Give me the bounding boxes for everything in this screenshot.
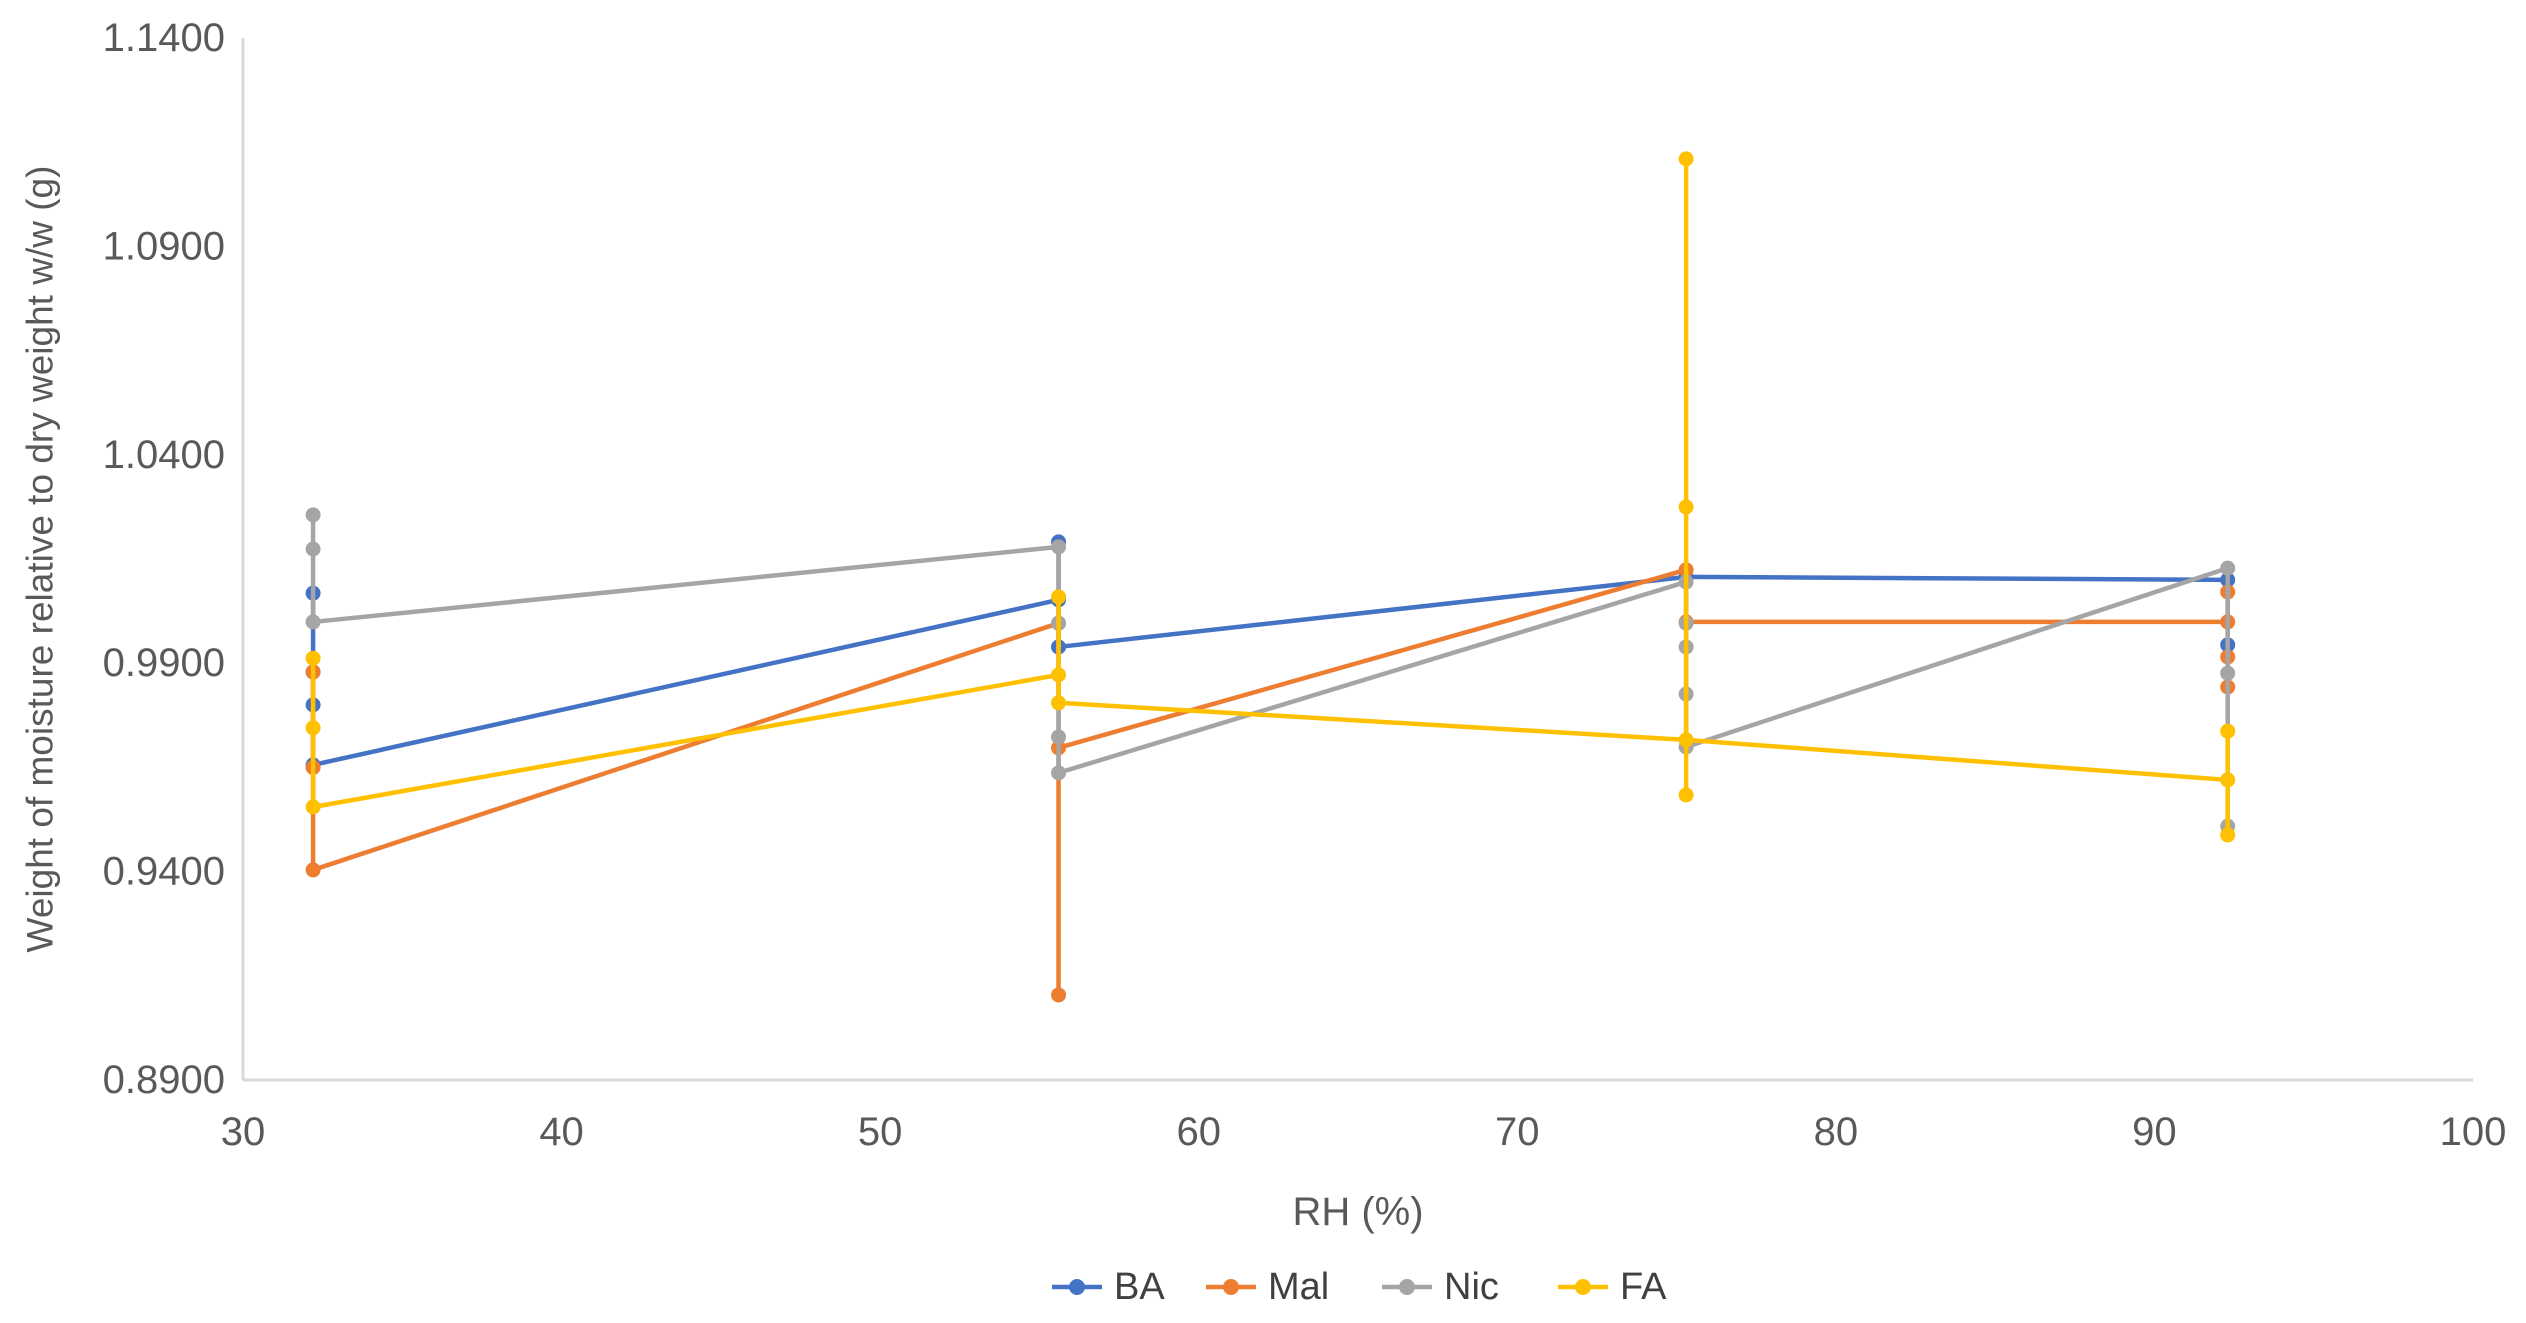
x-tick-label: 40 <box>539 1110 584 1154</box>
y-axis-title: Weight of moisture relative to dry weigh… <box>20 166 61 953</box>
series-Mal <box>305 562 2236 1003</box>
legend: BA Mal Nic FA <box>1052 1266 1667 1308</box>
axes <box>241 38 2473 1082</box>
series-BA-segment <box>1056 574 1689 650</box>
legend-label-Nic: Nic <box>1444 1266 1499 1308</box>
data-point-FA <box>1051 695 1067 711</box>
y-tick-label: 1.1400 <box>103 16 225 60</box>
legend-label-Mal: Mal <box>1268 1266 1329 1308</box>
x-tick-labels: 30 40 50 60 70 80 90 100 <box>221 1110 2507 1154</box>
data-point-FA <box>2220 772 2236 788</box>
data-point-Nic <box>1051 765 1067 781</box>
legend-label-FA: FA <box>1620 1266 1667 1308</box>
data-point-Nic <box>1051 539 1067 555</box>
data-point-Mal <box>1051 987 1067 1003</box>
legend-item-BA: BA <box>1052 1266 1165 1308</box>
y-tick-label: 1.0900 <box>103 224 225 268</box>
series-Nic-segment <box>1683 565 2230 750</box>
data-point-FA <box>1678 151 1694 167</box>
series-FA-segment <box>1056 700 1689 743</box>
legend-marker-FA <box>1575 1279 1591 1295</box>
data-point-FA <box>2220 827 2236 843</box>
x-tick-label: 100 <box>2440 1110 2507 1154</box>
data-point-FA <box>305 799 321 815</box>
data-point-Mal <box>305 862 321 878</box>
y-tick-labels: 1.1400 1.0900 1.0400 0.9900 0.9400 0.8900 <box>103 16 225 1102</box>
legend-marker-BA <box>1069 1279 1085 1295</box>
y-tick-label: 0.9900 <box>103 641 225 685</box>
data-point-FA <box>305 650 321 666</box>
data-point-Nic <box>305 614 321 630</box>
legend-item-Mal: Mal <box>1206 1266 1329 1308</box>
y-tick-label: 0.8900 <box>103 1058 225 1102</box>
series-Mal-segment <box>310 620 1061 873</box>
data-point-Nic <box>2220 665 2236 681</box>
x-tick-label: 50 <box>858 1110 903 1154</box>
series-Nic <box>305 507 2236 834</box>
series-FA <box>305 151 2236 843</box>
x-tick-label: 70 <box>1495 1110 1540 1154</box>
x-axis-title: RH (%) <box>1292 1190 1423 1234</box>
series-FA-segment <box>1683 737 2230 783</box>
x-tick-label: 90 <box>2132 1110 2177 1154</box>
series-Mal-segment <box>1056 567 1689 751</box>
data-point-FA <box>1051 589 1067 605</box>
data-point-Nic <box>2220 560 2236 576</box>
series-BA-segment <box>1683 574 2230 583</box>
data-point-FA <box>305 720 321 736</box>
data-point-FA <box>1678 499 1694 515</box>
data-point-Nic <box>305 507 321 523</box>
data-point-FA <box>2220 723 2236 739</box>
series-Nic-segment <box>1056 579 1689 776</box>
x-tick-label: 80 <box>1814 1110 1859 1154</box>
legend-item-FA: FA <box>1558 1266 1667 1308</box>
y-tick-label: 1.0400 <box>103 433 225 477</box>
legend-label-BA: BA <box>1114 1266 1165 1308</box>
data-point-FA <box>1678 787 1694 803</box>
y-tick-label: 0.9400 <box>103 850 225 894</box>
data-point-FA <box>1051 667 1067 683</box>
series-BA-segment <box>310 597 1061 768</box>
legend-item-Nic: Nic <box>1382 1266 1499 1308</box>
series-FA-segment <box>310 672 1061 810</box>
data-point-FA <box>1678 732 1694 748</box>
legend-marker-Mal <box>1223 1279 1239 1295</box>
data-point-Nic <box>305 541 321 557</box>
series-BA <box>305 534 2236 773</box>
legend-marker-Nic <box>1399 1279 1415 1295</box>
series-Nic-segment <box>310 544 1061 625</box>
x-tick-label: 30 <box>221 1110 266 1154</box>
data-point-Nic <box>1051 729 1067 745</box>
x-tick-label: 60 <box>1176 1110 1221 1154</box>
